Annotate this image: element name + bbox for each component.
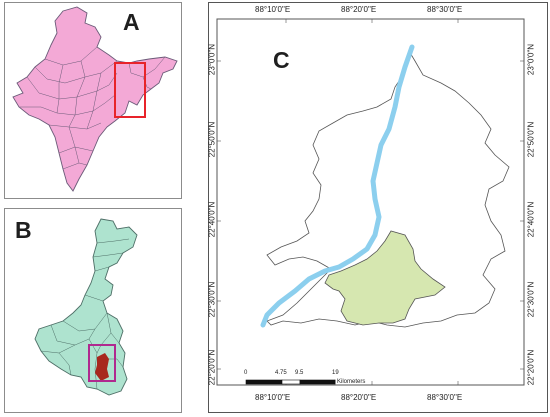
- panel-c-study-area-map: 88°10'0"E 88°20'0"E 88°30'0"E 88°10'0"E …: [208, 2, 548, 413]
- map-frame: [216, 18, 525, 386]
- district-outline: [266, 49, 510, 328]
- study-area-polygon: [324, 230, 446, 326]
- scale-bar: [245, 379, 336, 385]
- study-area-marker: [95, 353, 109, 381]
- right-label-23-00: 23°0'0"N: [526, 43, 536, 76]
- panel-a-india-map: A: [4, 2, 182, 199]
- right-label-22-20: 22°20'0"N: [526, 349, 536, 386]
- west-bengal-map: [34, 218, 138, 396]
- highlight-box-study-area: [88, 344, 116, 382]
- left-label-22-20: 22°20'0"N: [207, 349, 217, 386]
- scale-label-4-75: 4.75: [275, 370, 287, 376]
- bottom-label-88-30: 88°30'0"E: [427, 393, 463, 402]
- left-label-22-50: 22°50'0"N: [207, 121, 217, 158]
- highlight-box-west-bengal: [114, 62, 146, 118]
- bottom-label-88-10: 88°10'0"E: [255, 393, 291, 402]
- bottom-label-88-20: 88°20'0"E: [341, 393, 377, 402]
- left-label-22-40: 22°40'0"N: [207, 201, 217, 238]
- india-map: [12, 6, 178, 192]
- top-label-88-30: 88°30'0"E: [427, 5, 463, 14]
- india-outline: [12, 6, 178, 192]
- right-label-22-50: 22°50'0"N: [526, 121, 536, 158]
- west-bengal-outline: [34, 218, 138, 396]
- panel-b-label: B: [15, 217, 32, 243]
- right-label-22-40: 22°40'0"N: [526, 201, 536, 238]
- top-label-88-10: 88°10'0"E: [255, 5, 291, 14]
- scale-unit-label: Kilometers: [337, 379, 366, 385]
- panel-a-label: A: [123, 9, 140, 35]
- panel-b-west-bengal-map: B: [4, 208, 182, 413]
- right-label-22-30: 22°30'0"N: [526, 281, 536, 318]
- graticule-ticks: [217, 19, 524, 385]
- left-label-22-30: 22°30'0"N: [207, 281, 217, 318]
- left-label-23-00: 23°0'0"N: [207, 43, 217, 76]
- panel-c-label: C: [273, 47, 290, 73]
- hooghly-river: [260, 44, 415, 328]
- scale-label-0: 0: [244, 370, 248, 376]
- top-label-88-20: 88°20'0"E: [341, 5, 377, 14]
- scale-label-9-5: 9.5: [295, 370, 304, 376]
- scale-label-19: 19: [332, 370, 339, 376]
- study-area-map: [216, 18, 525, 386]
